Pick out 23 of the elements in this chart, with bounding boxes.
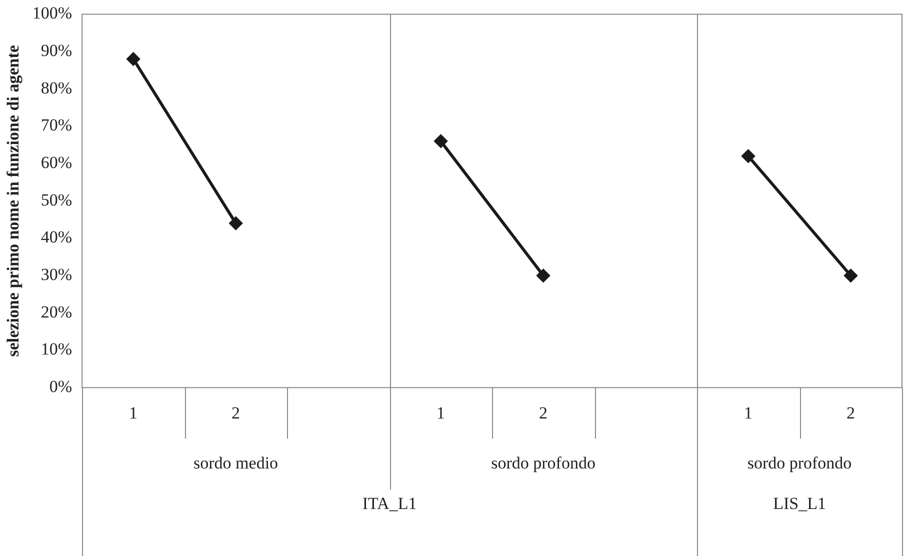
y-tick-label: 90% [40,41,72,60]
text: sordo profondo [747,454,852,473]
y-tick-label: 80% [40,78,72,98]
y-tick-label: 10% [40,340,72,359]
y-tick-label: 30% [40,265,72,284]
x-tick-label: 1 [744,403,753,422]
x-tick-label: 2 [232,403,240,422]
text: sordo profondo [491,454,596,473]
y-tick-label: 60% [40,153,72,172]
text: sordo medio [194,454,278,473]
y-tick-label: 50% [40,190,72,210]
x-tick-label: 1 [436,403,446,422]
y-axis-title: selezione primo nome in funzione di agente [4,44,23,357]
x-tick-label: 2 [846,403,856,422]
text: LIS_L1 [773,494,826,514]
y-tick-label: 20% [40,302,72,322]
x-tick-label: 2 [539,403,548,422]
x-tick-label: 1 [129,403,138,422]
y-tick-label: 40% [40,228,72,247]
y-tick-label: 70% [40,116,72,135]
y-tick-label: 100% [32,4,72,23]
y-tick-label: 0% [49,377,72,396]
text: ITA_L1 [362,494,417,514]
